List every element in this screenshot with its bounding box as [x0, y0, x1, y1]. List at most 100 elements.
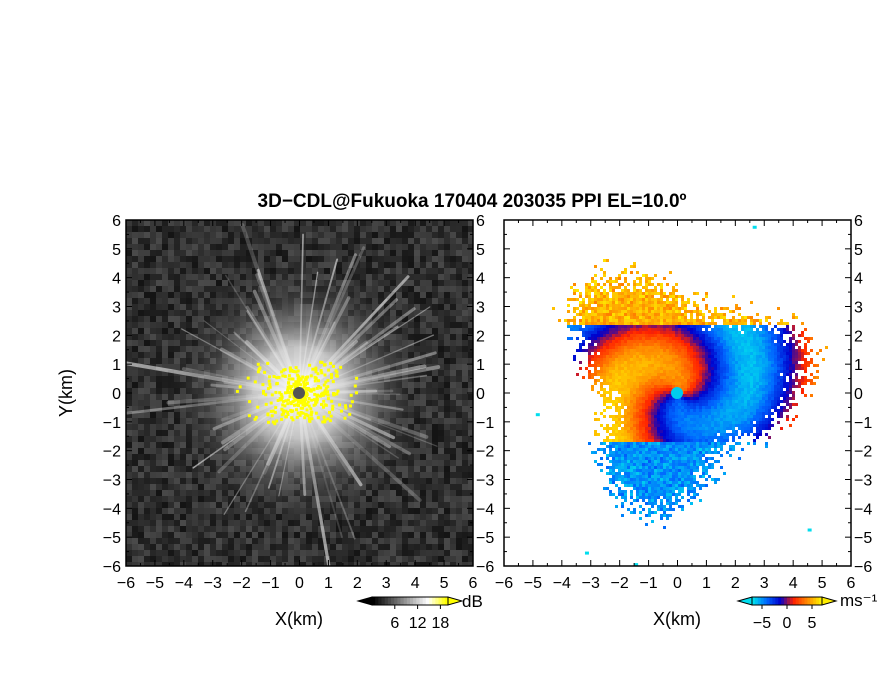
- y-tick-label: −2: [103, 444, 121, 461]
- y-tick-label-right: 2: [476, 328, 485, 345]
- colorbar-cell: [810, 597, 814, 605]
- colorbar-cell: [410, 597, 414, 605]
- y-tick-label-right: −4: [854, 501, 872, 518]
- y-tick-label: 6: [112, 213, 121, 230]
- y-tick-label-right: 3: [854, 300, 863, 317]
- colorbar-cell: [813, 597, 817, 605]
- y-tick-label-right: −5: [476, 530, 494, 547]
- colorbar-tick-label: 5: [808, 615, 817, 632]
- y-tick-label: −5: [103, 530, 121, 547]
- x-tick-label: −6: [495, 575, 513, 592]
- right-panel-plot: −6 −5 −4 −3 −2 −1 0 1 2 3 4 5 6 6 5 4 3 2 1 0 −1 −2 −3 −4 −5 −6: [495, 213, 872, 592]
- colorbar-tick-label: 0: [783, 615, 792, 632]
- y-tick-label: 5: [112, 242, 121, 259]
- y-tick-label-right: −2: [476, 444, 494, 461]
- colorbar-cell: [441, 597, 446, 605]
- y-tick-label: 3: [112, 300, 121, 317]
- colorbar-cell: [795, 597, 800, 605]
- y-tick-label: −6: [103, 559, 121, 576]
- x-tick-label: −1: [261, 575, 279, 592]
- colorbar-cell: [422, 597, 427, 605]
- x-tick-label: 3: [382, 575, 391, 592]
- x-tick-label: 1: [702, 575, 711, 592]
- x-tick-label: 1: [324, 575, 333, 592]
- colorbar-low-arrow: [356, 596, 373, 606]
- colorbar-cell: [416, 597, 420, 605]
- colorbar-cell: [769, 597, 773, 605]
- right-radar-center: [671, 387, 683, 399]
- x-tick-label: −3: [582, 575, 600, 592]
- x-tick-label: 5: [818, 575, 827, 592]
- y-tick-label-right: 2: [854, 328, 863, 345]
- x-tick-label: 5: [440, 575, 449, 592]
- x-tick-label: 3: [760, 575, 769, 592]
- y-tick-label-right: 3: [476, 300, 485, 317]
- left-colorbar: 6 12 18: [356, 596, 464, 632]
- colorbar-cell: [444, 597, 449, 605]
- y-tick-label-right: −3: [476, 473, 494, 490]
- y-tick-label-right: 4: [854, 271, 863, 288]
- colorbar-cell: [775, 597, 779, 605]
- x-tick-label: −2: [611, 575, 629, 592]
- right-axis-ticks: −6 −5 −4 −3 −2 −1 0 1 2 3 4 5 6 6 5 4 3 2 1 0 −1 −2 −3 −4 −5 −6: [495, 213, 872, 592]
- x-tick-label: 6: [847, 575, 856, 592]
- right-velocity-field: [535, 225, 828, 566]
- y-tick-label-right: −3: [854, 473, 872, 490]
- y-tick-label-right: 6: [476, 213, 485, 230]
- colorbar-cell: [425, 597, 430, 605]
- colorbar-cell: [429, 597, 433, 605]
- colorbar-cell: [419, 597, 424, 605]
- colorbar-cell: [781, 597, 785, 605]
- colorbar-low-arrow: [736, 596, 753, 606]
- right-x-axis-label: X(km): [653, 609, 701, 629]
- colorbar-cell: [378, 597, 382, 605]
- colorbar-cell: [403, 597, 408, 605]
- x-tick-label: 6: [469, 575, 478, 592]
- colorbar-high-arrow: [821, 596, 838, 606]
- x-tick-label: 4: [411, 575, 420, 592]
- y-tick-label-right: −5: [854, 530, 872, 547]
- left-colorbar-unit: dB: [462, 592, 483, 611]
- colorbar-cell: [819, 597, 823, 605]
- y-tick-label: 0: [112, 386, 121, 403]
- x-tick-label: −3: [204, 575, 222, 592]
- colorbar-cell: [394, 597, 398, 605]
- y-tick-label-right: 5: [476, 242, 485, 259]
- left-axis-ticks: −6 −5 −4 −3 −2 −1 0 1 2 3 4 5 66543210−1−2−3−4−5−665…: [103, 213, 495, 592]
- colorbar-cell: [397, 597, 401, 605]
- right-colorbar-unit: ms⁻¹: [840, 591, 878, 610]
- colorbar-cell: [400, 597, 405, 605]
- colorbar-cell: [807, 597, 811, 605]
- colorbar-cell: [798, 597, 803, 605]
- x-tick-label: 2: [353, 575, 362, 592]
- y-tick-label-right: −1: [476, 415, 494, 432]
- x-tick-label: 2: [731, 575, 740, 592]
- x-tick-label: −5: [524, 575, 542, 592]
- y-tick-label-right: −4: [476, 501, 494, 518]
- x-tick-label: 0: [673, 575, 682, 592]
- colorbar-cell: [801, 597, 805, 605]
- colorbar-high-arrow: [447, 596, 464, 606]
- colorbar-cell: [760, 597, 765, 605]
- y-tick-label-right: −1: [854, 415, 872, 432]
- y-tick-label-right: 5: [854, 242, 863, 259]
- colorbar-cell: [754, 597, 759, 605]
- y-tick-label: 1: [112, 357, 121, 374]
- colorbar-cell: [757, 597, 762, 605]
- left-radar-center: [293, 387, 305, 399]
- colorbar-cell: [787, 597, 791, 605]
- x-tick-label: −5: [146, 575, 164, 592]
- chart-title: 3D−CDL@Fukuoka 170404 203035 PPI EL=10.0…: [258, 191, 687, 212]
- y-tick-label: −4: [103, 501, 121, 518]
- colorbar-cell: [432, 597, 436, 605]
- colorbar-cell: [381, 597, 386, 605]
- x-tick-label: −4: [175, 575, 193, 592]
- colorbar-cell: [372, 597, 376, 605]
- colorbar-tick-label: 12: [409, 615, 427, 632]
- x-tick-label: −4: [553, 575, 571, 592]
- right-colorbar: −5 0 5: [736, 596, 838, 632]
- colorbar-cell: [772, 597, 776, 605]
- x-tick-label: −6: [117, 575, 135, 592]
- colorbar-tick-label: −5: [753, 615, 771, 632]
